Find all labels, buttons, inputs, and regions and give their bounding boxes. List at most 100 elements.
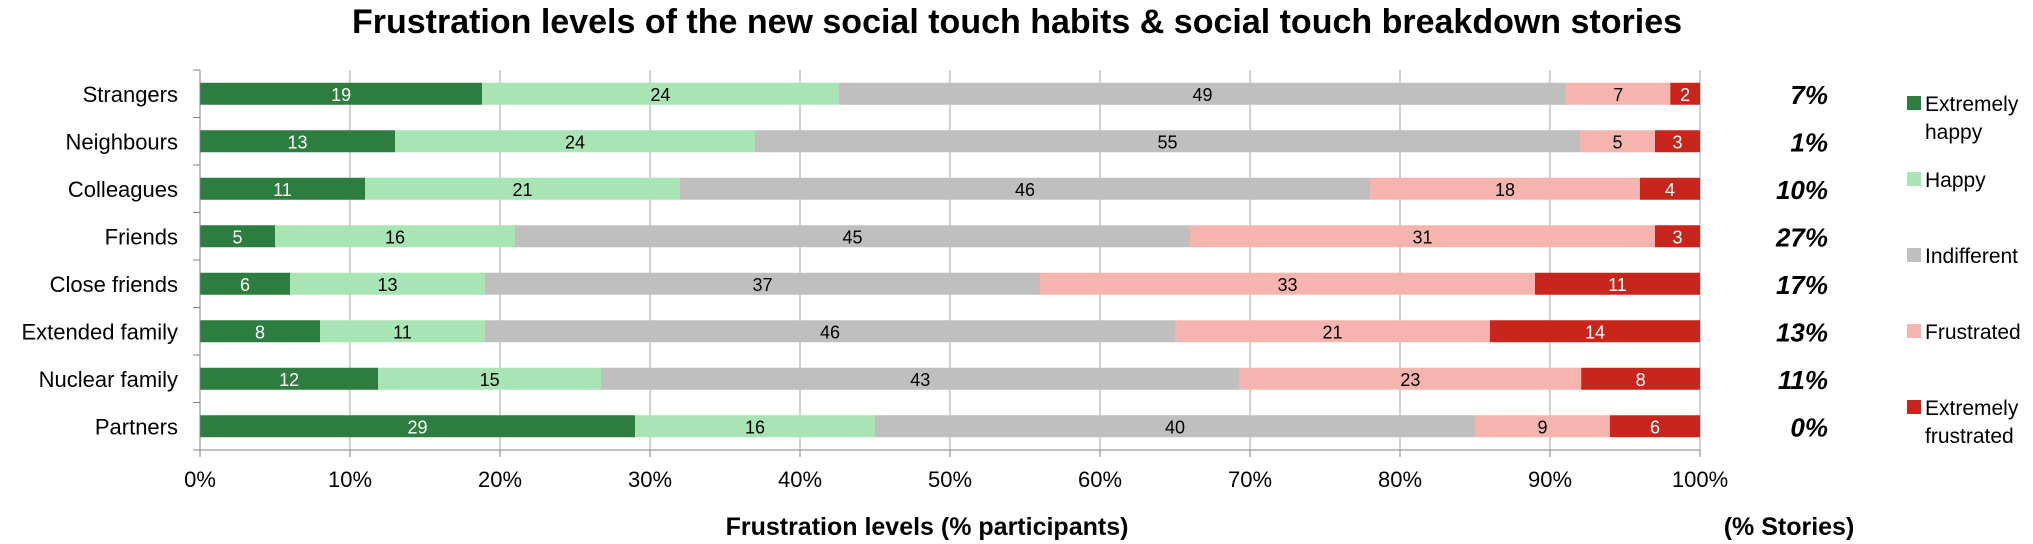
x-tick-label: 90% xyxy=(1528,467,1572,492)
category-label: Neighbours xyxy=(65,129,178,154)
story-percent-label: 11% xyxy=(1778,365,1828,395)
chart-title: Frustration levels of the new social tou… xyxy=(352,3,1682,41)
bar-segment xyxy=(680,177,1370,200)
data-label: 5 xyxy=(1612,132,1622,152)
story-percent-label: 1% xyxy=(1790,127,1828,157)
x-tick-label: 100% xyxy=(1672,467,1728,492)
data-label: 46 xyxy=(1015,180,1035,200)
grid-layer xyxy=(199,70,1701,450)
data-label: 16 xyxy=(385,227,405,247)
bar-segment xyxy=(1475,415,1610,438)
data-label: 8 xyxy=(255,322,265,342)
bar-segment xyxy=(1610,415,1700,438)
bar-segment xyxy=(200,415,635,438)
x-tick-label: 80% xyxy=(1378,467,1422,492)
data-label: 24 xyxy=(565,132,585,152)
data-label: 37 xyxy=(752,275,772,295)
bar-segment xyxy=(482,82,839,105)
legend-swatch xyxy=(1907,96,1921,110)
legend-label: frustrated xyxy=(1925,425,2014,448)
legend-swatch xyxy=(1907,172,1921,186)
data-label: 6 xyxy=(1650,417,1660,437)
legend-label: Frustrated xyxy=(1925,321,2021,344)
data-label: 2 xyxy=(1680,85,1690,105)
legend-swatch xyxy=(1907,400,1921,414)
data-label: 13 xyxy=(287,132,307,152)
data-label: 11 xyxy=(1608,275,1627,295)
bar-segment xyxy=(1490,320,1700,343)
bar-segment xyxy=(838,82,1567,105)
x-tick-label: 60% xyxy=(1078,467,1122,492)
labels-layer: 19 24 49 7 213 24 55 5 311 21 46 18 45 16 45 31 36 13 37 33… xyxy=(232,85,1690,438)
category-label: Friends xyxy=(105,224,178,249)
data-label: 45 xyxy=(842,227,862,247)
bar-segment xyxy=(1370,177,1640,200)
data-label: 24 xyxy=(650,85,670,105)
data-label: 5 xyxy=(232,227,242,247)
bar-segment xyxy=(515,225,1190,248)
bar-segment xyxy=(1566,82,1671,105)
bar-segment xyxy=(200,130,395,153)
bar-segment xyxy=(485,320,1175,343)
data-label: 3 xyxy=(1672,227,1682,247)
x-tick-label: 20% xyxy=(478,467,522,492)
bar-segment xyxy=(365,177,680,200)
data-label: 8 xyxy=(1636,370,1646,390)
category-label: Close friends xyxy=(50,272,178,297)
data-label: 29 xyxy=(407,417,427,437)
bar-segment xyxy=(200,177,365,200)
bar-segment xyxy=(1581,367,1700,390)
data-label: 15 xyxy=(480,370,500,390)
data-label: 33 xyxy=(1277,275,1297,295)
bar-segment xyxy=(1175,320,1490,343)
category-label: Partners xyxy=(95,414,178,439)
data-label: 11 xyxy=(393,322,412,342)
x-tick-label: 10% xyxy=(328,467,372,492)
bar-segment xyxy=(290,272,485,295)
bars-layer xyxy=(200,82,1700,438)
bar-segment xyxy=(275,225,515,248)
data-label: 7 xyxy=(1613,85,1623,105)
axis-layer: 0% 10% 20% 30% 40% 50% 60% 70% 80% 90% 100% Strange… xyxy=(21,69,1728,492)
legend-label: Happy xyxy=(1925,169,1986,192)
bar-segment xyxy=(1190,225,1655,248)
story-percent-label: 27% xyxy=(1775,222,1828,252)
x-tick-label: 70% xyxy=(1228,467,1272,492)
x-tick-label: 0% xyxy=(184,467,216,492)
bar-segment xyxy=(378,367,601,390)
category-label: Strangers xyxy=(83,82,178,107)
legend-label: happy xyxy=(1925,121,1983,144)
legend-swatch xyxy=(1907,248,1921,262)
data-label: 13 xyxy=(377,275,397,295)
data-label: 40 xyxy=(1165,417,1185,437)
legend-swatch xyxy=(1907,324,1921,338)
bar-segment xyxy=(1655,130,1700,153)
data-label: 11 xyxy=(273,180,292,200)
category-label: Colleagues xyxy=(68,177,178,202)
data-label: 21 xyxy=(512,180,532,200)
data-label: 18 xyxy=(1495,180,1515,200)
data-label: 3 xyxy=(1672,132,1682,152)
legend-label: Extremely xyxy=(1925,93,2019,116)
data-label: 4 xyxy=(1665,180,1675,200)
legend-label: Indifferent xyxy=(1925,245,2018,268)
bar-segment xyxy=(1640,177,1700,200)
data-label: 6 xyxy=(240,275,250,295)
bar-segment xyxy=(1239,367,1582,390)
legend-label: Extremely xyxy=(1925,397,2019,420)
bar-segment xyxy=(320,320,485,343)
data-label: 12 xyxy=(279,370,299,390)
data-label: 14 xyxy=(1585,322,1605,342)
data-label: 16 xyxy=(745,417,765,437)
bar-segment xyxy=(755,130,1580,153)
bar-segment xyxy=(485,272,1040,295)
category-label: Nuclear family xyxy=(39,367,178,392)
bar-segment xyxy=(1580,130,1655,153)
data-label: 31 xyxy=(1412,227,1432,247)
story-percent-label: 0% xyxy=(1790,412,1828,442)
data-label: 55 xyxy=(1157,132,1177,152)
x-tick-label: 40% xyxy=(778,467,822,492)
data-label: 43 xyxy=(910,370,930,390)
story-percent-label: 7% xyxy=(1790,80,1828,110)
